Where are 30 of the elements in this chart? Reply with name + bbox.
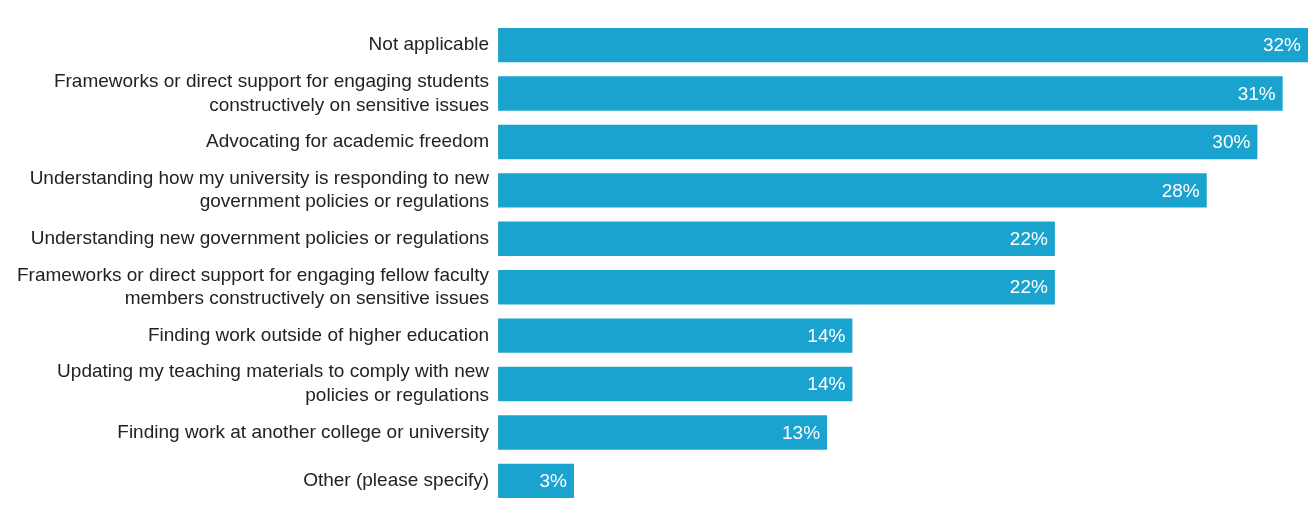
data-label: 30%	[1212, 131, 1251, 153]
y-tick-label: Frameworks or direct support for engaging students constructively on sensitive issues	[53, 69, 490, 115]
data-label: 31%	[1237, 82, 1276, 104]
y-tick-label: Frameworks or direct support for engaging fellow faculty members constructively on sensitive issues	[16, 263, 490, 309]
bar	[498, 76, 1283, 111]
bar	[498, 415, 828, 450]
data-label: 14%	[807, 373, 846, 395]
bar	[498, 173, 1207, 208]
bar	[498, 366, 853, 402]
y-tick-label: Understanding new government policies or regulations	[30, 227, 490, 249]
bar	[498, 27, 1308, 63]
bar	[498, 124, 1258, 160]
y-tick-label: Finding work outside of higher education	[147, 323, 490, 345]
y-tick-label: Finding work at another college or university	[117, 420, 490, 442]
bar	[498, 463, 574, 499]
data-label: 28%	[1161, 179, 1200, 201]
data-label: 14%	[807, 324, 846, 346]
y-tick-label: Not applicable	[368, 33, 490, 55]
bar	[498, 318, 853, 353]
y-tick-label: Other (please specify)	[303, 469, 490, 491]
y-tick-label: Advocating for academic freedom	[205, 130, 490, 152]
y-tick-label: Understanding how my university is responding to new government policies or regulations	[29, 166, 490, 212]
data-label: 13%	[782, 421, 821, 443]
data-label: 22%	[1009, 228, 1048, 250]
data-label: 3%	[539, 470, 568, 492]
data-label: 32%	[1262, 34, 1302, 56]
y-tick-label: Updating my teaching materials to comply with new policies or regulations	[57, 360, 490, 406]
data-label: 22%	[1009, 276, 1048, 298]
bar	[498, 221, 1055, 256]
bar	[498, 270, 1055, 305]
